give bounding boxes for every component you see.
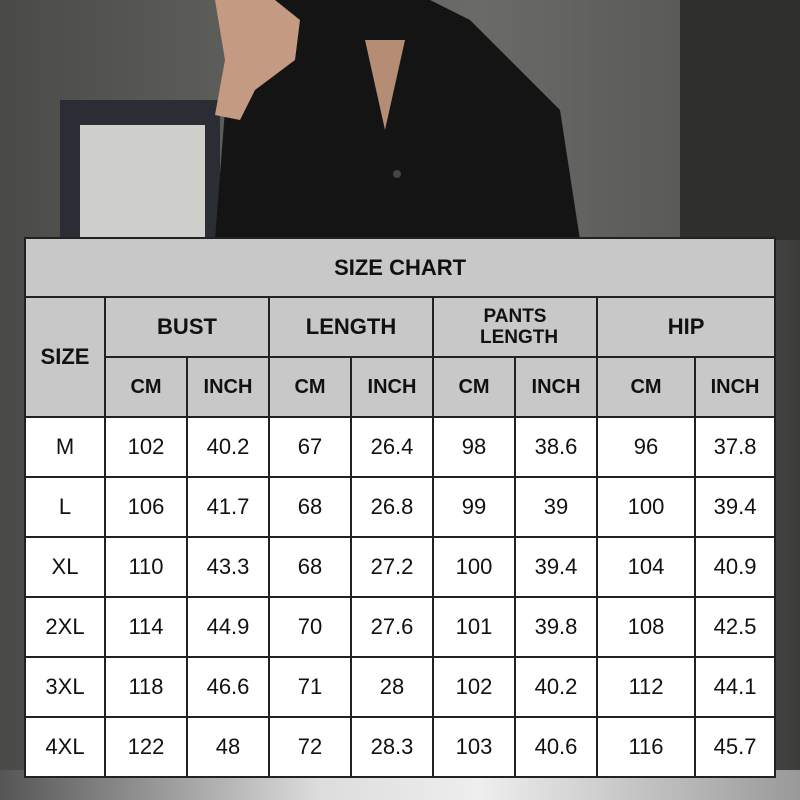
- measurement-cell: 67: [268, 416, 352, 478]
- measurement-cell: 102: [432, 656, 516, 718]
- size-cell: L: [24, 476, 106, 538]
- table-row: 3XL 118 46.6 71 28 102 40.2 112 44.1: [24, 656, 777, 718]
- table-row: 4XL 122 48 72 28.3 103 40.6 116 45.7: [24, 716, 777, 778]
- measurement-cell: 71: [268, 656, 352, 718]
- measurement-cell: 28: [350, 656, 434, 718]
- measurement-cell: 41.7: [186, 476, 270, 538]
- measurement-cell: 39: [514, 476, 598, 538]
- measurement-cell: 68: [268, 476, 352, 538]
- measurement-cell: 103: [432, 716, 516, 778]
- pants-length-header: PANTS LENGTH: [432, 296, 598, 358]
- measurement-cell: 96: [596, 416, 696, 478]
- shirt-button: [393, 170, 401, 178]
- measurement-cell: 48: [186, 716, 270, 778]
- table-body: M 102 40.2 67 26.4 98 38.6 96 37.8 L 106 41.7 68 26.8…: [24, 416, 777, 778]
- measurement-cell: 40.9: [693, 536, 777, 598]
- measurement-cell: 70: [268, 596, 352, 658]
- table-row: M 102 40.2 67 26.4 98 38.6 96 37.8: [24, 416, 777, 478]
- measurement-cell: 46.6: [186, 656, 270, 718]
- measurement-cell: 40.6: [514, 716, 598, 778]
- measurement-cell: 26.4: [350, 416, 434, 478]
- measurement-cell: 110: [104, 536, 188, 598]
- measurement-cell: 26.8: [350, 476, 434, 538]
- units-row: CM INCH CM INCH CM INCH CM INCH: [25, 356, 777, 418]
- measurement-cell: 40.2: [186, 416, 270, 478]
- table-row: L 106 41.7 68 26.8 99 39 100 39.4: [24, 476, 777, 538]
- measurement-cell: 101: [432, 596, 516, 658]
- size-chart-table: SIZE CHART SIZE BUST LENGTH PANTS LENGTH…: [23, 237, 777, 778]
- measurement-cell: 39.4: [514, 536, 598, 598]
- unit-header: INCH: [693, 356, 777, 418]
- measurement-cell: 122: [104, 716, 188, 778]
- measurement-cell: 39.8: [514, 596, 598, 658]
- measurement-cell: 102: [104, 416, 188, 478]
- measurement-cell: 42.5: [693, 596, 777, 658]
- measurement-cell: 118: [104, 656, 188, 718]
- measurement-cell: 99: [432, 476, 516, 538]
- measurement-cell: 27.2: [350, 536, 434, 598]
- hip-header: HIP: [595, 296, 777, 358]
- size-cell: 4XL: [24, 716, 106, 778]
- size-cell: XL: [24, 536, 106, 598]
- size-header: SIZE: [24, 296, 106, 418]
- unit-header: CM: [432, 356, 516, 418]
- measurement-cell: 28.3: [350, 716, 434, 778]
- measurement-cell: 44.9: [186, 596, 270, 658]
- measurement-cell: 72: [268, 716, 352, 778]
- size-cell: 3XL: [24, 656, 106, 718]
- unit-header: INCH: [186, 356, 270, 418]
- unit-header: CM: [596, 356, 696, 418]
- measurement-cell: 39.4: [693, 476, 777, 538]
- size-cell: 2XL: [24, 596, 106, 658]
- chart-title: SIZE CHART: [23, 237, 777, 298]
- measurement-cell: 100: [596, 476, 696, 538]
- pants-length-label: PANTS LENGTH: [480, 306, 559, 348]
- measurement-cell: 116: [596, 716, 696, 778]
- measurement-cell: 38.6: [514, 416, 598, 478]
- measurement-cell: 112: [596, 656, 696, 718]
- table-row: XL 110 43.3 68 27.2 100 39.4 104 40.9: [24, 536, 777, 598]
- measurement-cell: 114: [104, 596, 188, 658]
- measurement-cell: 104: [596, 536, 696, 598]
- table-row: 2XL 114 44.9 70 27.6 101 39.8 108 42.5: [24, 596, 777, 658]
- bust-header: BUST: [104, 296, 270, 358]
- measurement-cell: 40.2: [514, 656, 598, 718]
- unit-header: INCH: [350, 356, 434, 418]
- unit-header: CM: [268, 356, 352, 418]
- hand: [215, 0, 300, 120]
- measurement-cell: 27.6: [350, 596, 434, 658]
- measurement-cell: 44.1: [693, 656, 777, 718]
- measurement-cell: 43.3: [186, 536, 270, 598]
- black-shirt: [215, 0, 580, 240]
- measurement-cell: 68: [268, 536, 352, 598]
- measurement-cell: 106: [104, 476, 188, 538]
- unit-header: INCH: [514, 356, 598, 418]
- size-cell: M: [24, 416, 106, 478]
- measurement-cell: 45.7: [693, 716, 777, 778]
- unit-header: CM: [104, 356, 188, 418]
- measurement-cell: 108: [596, 596, 696, 658]
- measurement-cell: 98: [432, 416, 516, 478]
- measurement-cell: 100: [432, 536, 516, 598]
- length-header: LENGTH: [268, 296, 434, 358]
- measurement-cell: 37.8: [693, 416, 777, 478]
